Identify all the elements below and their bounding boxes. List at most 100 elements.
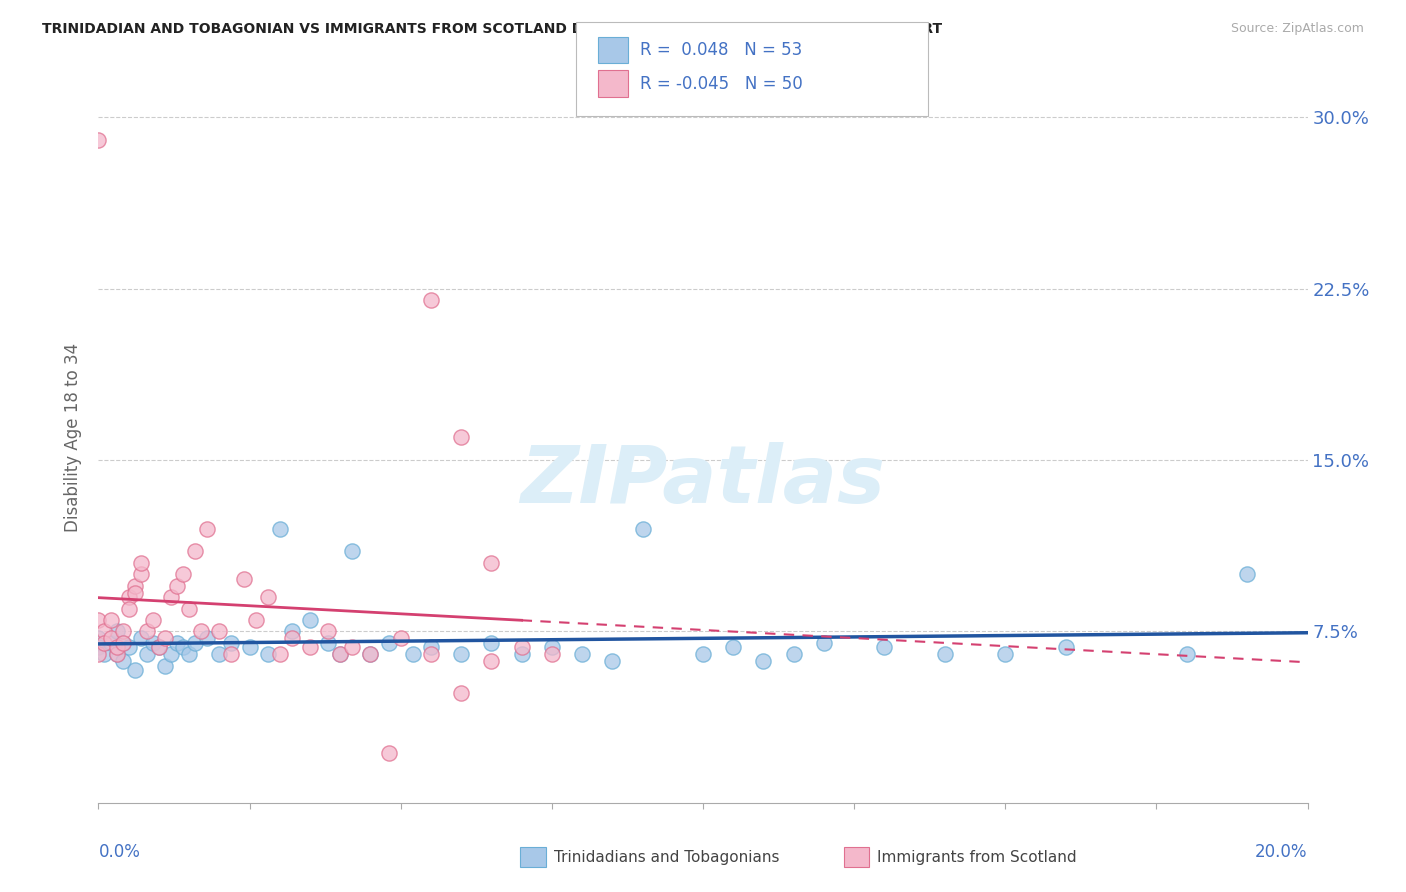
Point bbox=[540, 640, 562, 655]
Point bbox=[450, 686, 472, 700]
Point bbox=[87, 647, 110, 661]
Point bbox=[1175, 647, 1198, 661]
Point bbox=[93, 636, 115, 650]
Point bbox=[105, 647, 128, 661]
Point bbox=[402, 647, 425, 661]
Point bbox=[377, 636, 399, 650]
Point bbox=[166, 636, 188, 650]
Point bbox=[148, 640, 170, 655]
Point bbox=[389, 632, 412, 646]
Point bbox=[195, 632, 218, 646]
Point bbox=[316, 636, 339, 650]
Point bbox=[100, 613, 122, 627]
Point bbox=[281, 624, 304, 639]
Point bbox=[245, 613, 267, 627]
Point bbox=[510, 647, 533, 661]
Point bbox=[481, 654, 503, 668]
Text: TRINIDADIAN AND TOBAGONIAN VS IMMIGRANTS FROM SCOTLAND DISABILITY AGE 18 TO 34 C: TRINIDADIAN AND TOBAGONIAN VS IMMIGRANTS… bbox=[42, 22, 942, 37]
Point bbox=[195, 521, 218, 535]
Point bbox=[135, 624, 157, 639]
Point bbox=[342, 544, 364, 558]
Text: 20.0%: 20.0% bbox=[1256, 843, 1308, 861]
Point bbox=[87, 613, 110, 627]
Point bbox=[481, 636, 503, 650]
Point bbox=[510, 640, 533, 655]
Point bbox=[118, 601, 141, 615]
Point bbox=[142, 613, 165, 627]
Text: ZIPatlas: ZIPatlas bbox=[520, 442, 886, 520]
Point bbox=[450, 647, 472, 661]
Point bbox=[87, 133, 110, 147]
Point bbox=[692, 647, 714, 661]
Point bbox=[142, 636, 165, 650]
Point bbox=[377, 746, 399, 760]
Point bbox=[100, 636, 122, 650]
Text: Trinidadians and Tobagonians: Trinidadians and Tobagonians bbox=[554, 850, 779, 864]
Point bbox=[118, 640, 141, 655]
Point bbox=[105, 647, 128, 661]
Point bbox=[124, 579, 146, 593]
Point bbox=[93, 647, 115, 661]
Point bbox=[129, 632, 152, 646]
Point bbox=[316, 624, 339, 639]
Point bbox=[783, 647, 806, 661]
Point bbox=[420, 647, 443, 661]
Point bbox=[124, 663, 146, 677]
Point bbox=[994, 647, 1017, 661]
Point bbox=[93, 624, 115, 639]
Point bbox=[934, 647, 956, 661]
Point bbox=[160, 590, 183, 604]
Point bbox=[269, 647, 291, 661]
Point bbox=[100, 632, 122, 646]
Point bbox=[571, 647, 593, 661]
Point bbox=[329, 647, 352, 661]
Text: R =  0.048   N = 53: R = 0.048 N = 53 bbox=[640, 41, 801, 59]
Point bbox=[179, 647, 201, 661]
Point bbox=[540, 647, 562, 661]
Point bbox=[111, 636, 134, 650]
Point bbox=[723, 640, 745, 655]
Point bbox=[148, 640, 170, 655]
Point bbox=[190, 624, 212, 639]
Point bbox=[166, 579, 188, 593]
Point bbox=[239, 640, 262, 655]
Point bbox=[124, 585, 146, 599]
Point bbox=[281, 632, 304, 646]
Point bbox=[1236, 567, 1258, 582]
Text: Immigrants from Scotland: Immigrants from Scotland bbox=[877, 850, 1077, 864]
Point bbox=[420, 640, 443, 655]
Point bbox=[360, 647, 382, 661]
Point bbox=[135, 647, 157, 661]
Point bbox=[87, 632, 110, 646]
Point bbox=[752, 654, 775, 668]
Point bbox=[129, 567, 152, 582]
Point bbox=[105, 624, 128, 639]
Point bbox=[118, 590, 141, 604]
Point bbox=[269, 521, 291, 535]
Point bbox=[184, 544, 207, 558]
Point bbox=[299, 640, 322, 655]
Point bbox=[172, 567, 194, 582]
Point bbox=[232, 572, 254, 586]
Point bbox=[87, 640, 110, 655]
Point bbox=[153, 658, 176, 673]
Point bbox=[602, 654, 624, 668]
Point bbox=[813, 636, 835, 650]
Text: R = -0.045   N = 50: R = -0.045 N = 50 bbox=[640, 75, 803, 93]
Point bbox=[111, 636, 134, 650]
Point bbox=[129, 556, 152, 570]
Point bbox=[208, 647, 231, 661]
Point bbox=[111, 624, 134, 639]
Point bbox=[1054, 640, 1077, 655]
Point bbox=[153, 632, 176, 646]
Point bbox=[360, 647, 382, 661]
Point bbox=[184, 636, 207, 650]
Point bbox=[450, 430, 472, 444]
Point bbox=[481, 556, 503, 570]
Point bbox=[179, 601, 201, 615]
Point bbox=[160, 647, 183, 661]
Point bbox=[420, 293, 443, 307]
Point bbox=[172, 640, 194, 655]
Point bbox=[111, 654, 134, 668]
Point bbox=[105, 640, 128, 655]
